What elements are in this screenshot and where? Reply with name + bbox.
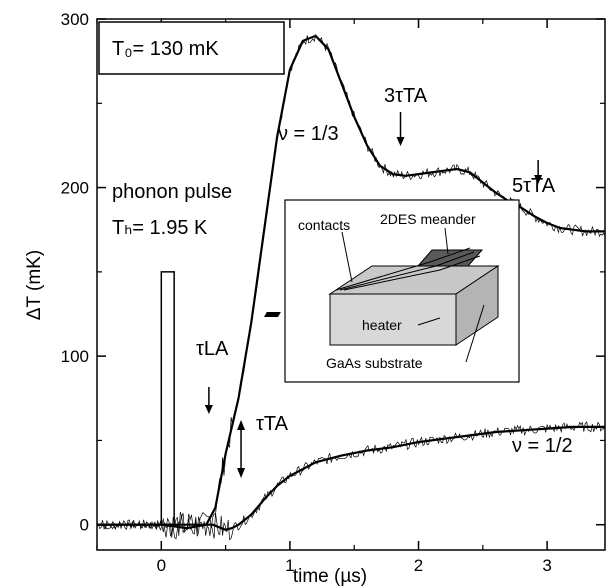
x-axis-title: time (µs)	[293, 566, 367, 587]
contact-trace-2	[339, 251, 475, 291]
inset-meander-label: 2DES meander	[380, 211, 476, 227]
temperature-label: T₀= 130 mK	[112, 38, 219, 60]
y-axis-title: ΔT (mK)	[24, 250, 45, 320]
phonon-pulse-bar	[160, 271, 175, 526]
x-tick-label: 1	[285, 556, 294, 575]
temperature-box	[98, 21, 285, 75]
contacts-pointer	[341, 231, 353, 283]
five-tau-ta-arrow-head	[534, 175, 543, 184]
inset-heater-label: heater	[362, 317, 402, 333]
tau-la-label: τLA	[196, 338, 229, 360]
plot-frame	[96, 18, 606, 551]
meander-pointer	[444, 227, 449, 255]
inset-substrate-label: GaAs substrate	[326, 355, 423, 371]
nu-one-half-label: ν = 1/2	[512, 435, 573, 457]
heater-pointer	[417, 317, 441, 326]
annotation-arrows	[204, 112, 543, 478]
y-tick-label: 0	[80, 516, 89, 535]
x-tick-label: 0	[157, 556, 166, 575]
contact-trace-3	[343, 255, 481, 291]
x-tick-label: 2	[414, 556, 423, 575]
y-tick-label: 300	[61, 10, 89, 29]
three-tau-ta-label: 3τTA	[384, 85, 428, 107]
series-fit-0	[97, 34, 605, 530]
three-tau-ta-arrow-head	[396, 137, 405, 146]
y-tick-label: 200	[61, 179, 89, 198]
inset-contacts-label: contacts	[298, 217, 350, 233]
axis-tick-labels: 0 1 2 3 0 100 200 300	[61, 10, 552, 575]
heater-temp-label: Tₕ= 1.95 K	[112, 217, 208, 239]
series-raw-1	[96, 421, 606, 541]
x-tick-label: 3	[542, 556, 551, 575]
substrate-pointer	[465, 304, 485, 363]
tau-ta-arrow-head-down	[237, 468, 246, 478]
phonon-pulse-label: phonon pulse	[112, 181, 232, 203]
y-tick-label: 100	[61, 347, 89, 366]
tau-la-arrow-head	[204, 405, 213, 414]
tau-ta-arrow-head-up	[237, 420, 246, 430]
five-tau-ta-label: 5τTA	[512, 175, 556, 197]
series-fit-1	[97, 425, 605, 531]
substrate-side-face	[455, 265, 499, 346]
nu-one-third-label: ν = 1/3	[278, 123, 339, 145]
series-group	[96, 33, 606, 541]
tau-ta-label: τTA	[256, 413, 289, 435]
contact-trace-1	[335, 247, 471, 291]
inset-diagram: contacts 2DES meander heater GaAs substr…	[263, 199, 520, 383]
heater-element	[263, 312, 281, 317]
